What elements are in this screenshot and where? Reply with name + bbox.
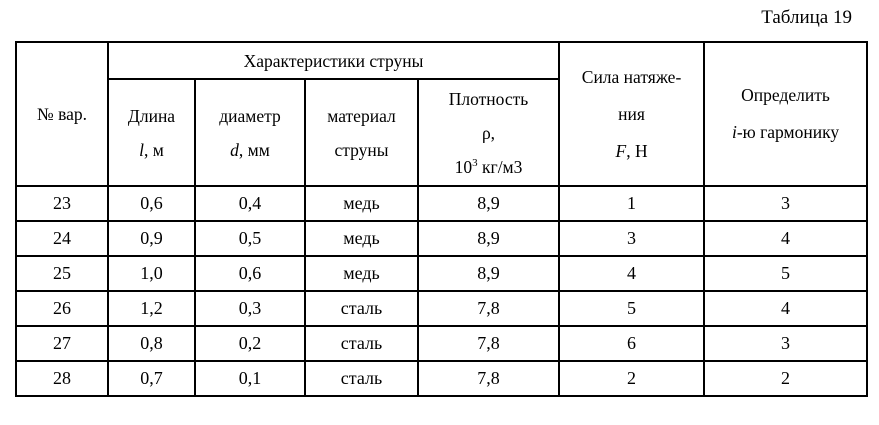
cell-length: 0,9 (107, 220, 196, 257)
force-unit: , Н (626, 140, 648, 161)
col-header-tension-force: Сила натяже- ния F, Н (558, 41, 706, 187)
cell-diameter: 0,1 (194, 360, 306, 397)
cell-material: сталь (304, 290, 419, 327)
density-base: 10 (454, 156, 473, 177)
table-row: 26 1,2 0,3 сталь 7,8 5 4 (15, 290, 869, 327)
cell-force: 3 (558, 220, 706, 257)
col-group-string-characteristics: Характеристики струны (106, 41, 561, 80)
col-header-density: Плотность ρ, 103 кг/м3 (416, 78, 561, 187)
col-header-harmonic: Определить i-ю гармонику (703, 41, 869, 187)
col-header-variant: № вар. (15, 41, 109, 187)
col-header-length: Длина l, м (107, 78, 196, 187)
table-row: 25 1,0 0,6 медь 8,9 4 5 (15, 255, 869, 292)
cell-material: медь (304, 220, 419, 257)
table-row: 24 0,9 0,5 медь 8,9 3 4 (15, 220, 869, 257)
header-row-sub: Длина l, м диаметр d, мм материал струны… (16, 78, 867, 187)
density-title: Плотность (448, 88, 529, 109)
length-unit: , м (144, 139, 164, 160)
cell-density: 7,8 (416, 360, 561, 397)
col-header-material: материал струны (304, 78, 419, 187)
density-unit: кг/м3 (477, 156, 523, 177)
cell-force: 5 (558, 290, 706, 327)
cell-force: 1 (558, 185, 706, 222)
cell-force: 2 (558, 360, 706, 397)
cell-diameter: 0,3 (194, 290, 306, 327)
tension-title-line2: ния (618, 103, 645, 124)
cell-diameter: 0,2 (194, 325, 306, 362)
table-row: 27 0,8 0,2 сталь 7,8 6 3 (15, 325, 869, 362)
material-title-line2: струны (334, 139, 389, 160)
cell-length: 0,6 (107, 185, 196, 222)
table-row: 23 0,6 0,4 медь 8,9 1 3 (15, 185, 869, 222)
harmonic-title-line1: Определить (741, 85, 830, 105)
col-header-variant-label: № вар. (37, 104, 87, 124)
cell-diameter: 0,6 (194, 255, 306, 292)
variants-table: № вар. Характеристики струны Сила натяже… (15, 41, 869, 397)
header-row-group: № вар. Характеристики струны Сила натяже… (15, 41, 869, 187)
material-title-line1: материал (327, 105, 396, 126)
cell-material: медь (304, 255, 419, 292)
length-title: Длина (127, 105, 176, 126)
table-caption: Таблица 19 (761, 7, 852, 28)
table-row: 28 0,7 0,1 сталь 7,8 2 2 (15, 360, 869, 397)
density-unit-line: 103 кг/м3 (420, 150, 557, 184)
cell-length: 1,2 (107, 290, 196, 327)
cell-variant: 23 (15, 185, 109, 222)
cell-density: 7,8 (416, 325, 561, 362)
cell-harmonic: 4 (703, 290, 869, 327)
cell-length: 0,7 (107, 360, 196, 397)
harmonic-symbol-line: i-ю гармонику (706, 114, 865, 151)
density-symbol: ρ, (481, 122, 496, 143)
diameter-symbol-line: d, мм (197, 133, 303, 167)
cell-density: 8,9 (416, 220, 561, 257)
col-header-diameter: диаметр d, мм (194, 78, 306, 187)
cell-length: 1,0 (107, 255, 196, 292)
cell-material: сталь (304, 325, 419, 362)
cell-harmonic: 5 (703, 255, 869, 292)
cell-density: 8,9 (416, 185, 561, 222)
diameter-title: диаметр (219, 105, 281, 126)
cell-material: медь (304, 185, 419, 222)
harmonic-unit: -ю гармонику (736, 122, 840, 142)
cell-density: 8,9 (416, 255, 561, 292)
cell-variant: 25 (15, 255, 109, 292)
cell-diameter: 0,4 (194, 185, 306, 222)
tension-symbol-line: F, Н (561, 133, 702, 170)
cell-density: 7,8 (416, 290, 561, 327)
cell-variant: 24 (15, 220, 109, 257)
diameter-symbol: d (230, 139, 239, 160)
density-exponent: 3 (472, 156, 478, 169)
cell-material: сталь (304, 360, 419, 397)
cell-length: 0,8 (107, 325, 196, 362)
cell-harmonic: 4 (703, 220, 869, 257)
tension-title-line1: Сила натяже- (581, 66, 682, 87)
cell-variant: 26 (15, 290, 109, 327)
cell-harmonic: 3 (703, 325, 869, 362)
cell-variant: 27 (15, 325, 109, 362)
cell-force: 6 (558, 325, 706, 362)
harmonic-symbol: i (731, 122, 737, 142)
cell-harmonic: 2 (703, 360, 869, 397)
length-symbol-line: l, м (110, 133, 193, 167)
length-symbol: l (139, 139, 145, 160)
cell-variant: 28 (15, 360, 109, 397)
col-group-label: Характеристики струны (243, 50, 424, 71)
cell-diameter: 0,5 (194, 220, 306, 257)
cell-harmonic: 3 (703, 185, 869, 222)
force-symbol: F (615, 140, 627, 161)
cell-force: 4 (558, 255, 706, 292)
diameter-unit: , мм (238, 139, 270, 160)
